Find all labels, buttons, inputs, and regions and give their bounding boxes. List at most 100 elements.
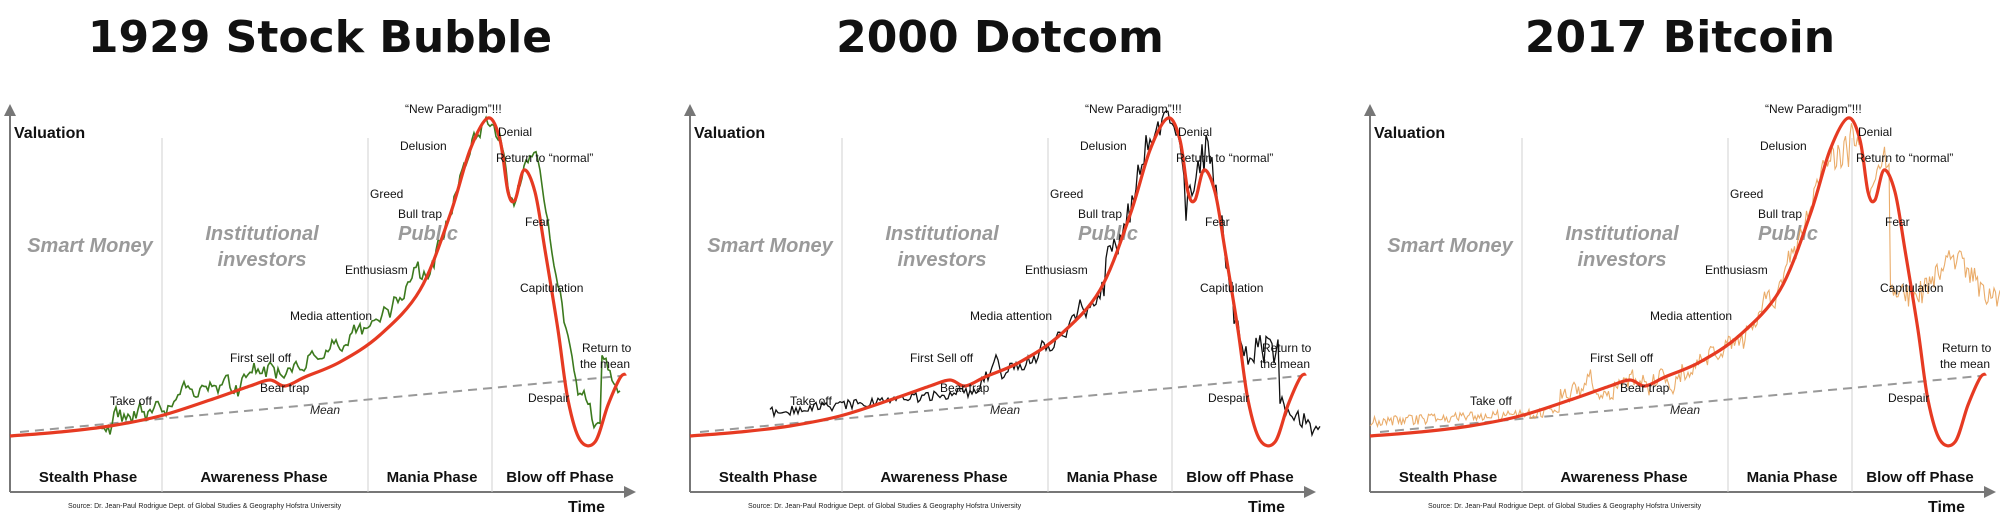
annotation: the mean <box>1260 357 1310 371</box>
annotation: Return to <box>1262 341 1312 355</box>
annotation: Capitulation <box>520 281 583 295</box>
annotation: Bear trap <box>1620 381 1670 395</box>
chart-panel-2000: 2000 Dotcom Valuation Time Smart Money Inst… <box>680 0 1321 530</box>
annotation: Return to <box>582 341 632 355</box>
chart-1929: Valuation Time Smart Money Institutional inv… <box>4 102 636 516</box>
annotation: Greed <box>1730 187 1763 201</box>
zone-label-smart-money: Smart Money <box>27 235 153 257</box>
phase-label: Awareness Phase <box>880 469 1007 486</box>
source-note: Source: Dr. Jean-Paul Rodrigue Dept. of … <box>68 503 342 510</box>
x-axis-arrow <box>1984 486 1996 498</box>
annotation: Delusion <box>1080 139 1127 153</box>
annotation: the mean <box>1940 357 1990 371</box>
annotation: Delusion <box>400 139 447 153</box>
annotation: Return to <box>1942 341 1992 355</box>
annotation: “New Paradigm”!!! <box>405 102 502 116</box>
annotation: Take off <box>110 394 152 408</box>
annotation: Despair <box>528 391 569 405</box>
zone-label-investors: investors <box>898 249 987 271</box>
chart-panel-1929: 1929 Stock Bubble Valuation Time Smart Mon… <box>0 0 640 530</box>
zone-label-institutional: Institutional <box>885 223 999 245</box>
annotation: Return to “normal” <box>1856 151 1953 165</box>
annotation: Mean <box>1670 403 1700 417</box>
zone-label-public: Public <box>1078 223 1138 245</box>
zone-label-institutional: Institutional <box>205 223 319 245</box>
source-note: Source: Dr. Jean-Paul Rodrigue Dept. of … <box>748 503 1022 510</box>
annotation: Bear trap <box>940 381 990 395</box>
x-axis-label: Time <box>568 499 605 516</box>
annotation: Take off <box>790 394 832 408</box>
x-axis-arrow <box>624 486 636 498</box>
annotation: First Sell off <box>910 351 974 365</box>
annotation: Greed <box>370 187 403 201</box>
x-axis-arrow <box>1304 486 1316 498</box>
phase-label: Stealth Phase <box>1399 469 1497 486</box>
phase-label: Mania Phase <box>1747 469 1838 486</box>
phase-label: Mania Phase <box>1067 469 1158 486</box>
annotation: First Sell off <box>1590 351 1654 365</box>
annotation: Media attention <box>970 309 1052 323</box>
chart-panel-2017: 2017 Bitcoin Valuation Time Smart Money Ins… <box>1360 0 2000 530</box>
annotation: Enthusiasm <box>345 263 408 277</box>
bubble-curve <box>9 116 627 448</box>
annotation: Greed <box>1050 187 1083 201</box>
phase-label: Blow off Phase <box>1866 469 1974 486</box>
annotation: Despair <box>1888 391 1929 405</box>
annotation: Return to “normal” <box>496 151 593 165</box>
annotation: Media attention <box>1650 309 1732 323</box>
y-axis-label: Valuation <box>694 125 765 142</box>
annotation: First sell off <box>230 351 292 365</box>
price-overlay-2017 <box>1369 123 2000 429</box>
panel-title: 2017 Bitcoin <box>1524 12 1836 63</box>
zone-label-smart-money: Smart Money <box>707 235 833 257</box>
zone-label-investors: investors <box>218 249 307 271</box>
annotation: Enthusiasm <box>1705 263 1768 277</box>
zone-label-public: Public <box>398 223 458 245</box>
annotation: Enthusiasm <box>1025 263 1088 277</box>
annotation: Despair <box>1208 391 1249 405</box>
x-axis-label: Time <box>1928 499 1965 516</box>
phase-label: Awareness Phase <box>1560 469 1687 486</box>
chart-2000: Valuation Time Smart Money Institutional inv… <box>684 102 1321 516</box>
y-axis-label: Valuation <box>1374 125 1445 142</box>
price-overlay-1929 <box>99 115 621 435</box>
phase-label: Stealth Phase <box>719 469 817 486</box>
phase-label: Mania Phase <box>387 469 478 486</box>
chart-2017: Valuation Time Smart Money Institutional inv… <box>1364 102 2000 516</box>
y-axis-label: Valuation <box>14 125 85 142</box>
annotation: Fear <box>1885 215 1910 229</box>
zone-label-public: Public <box>1758 223 1818 245</box>
panel-title: 1929 Stock Bubble <box>87 12 553 63</box>
annotation: Capitulation <box>1880 281 1943 295</box>
phase-label: Blow off Phase <box>506 469 614 486</box>
annotation: Capitulation <box>1200 281 1263 295</box>
x-axis-label: Time <box>1248 499 1285 516</box>
annotation: Media attention <box>290 309 372 323</box>
zone-label-smart-money: Smart Money <box>1387 235 1513 257</box>
y-axis-arrow <box>684 104 696 116</box>
zone-label-investors: investors <box>1578 249 1667 271</box>
annotation: Bull trap <box>1078 207 1122 221</box>
annotation: “New Paradigm”!!! <box>1765 102 1862 116</box>
y-axis-arrow <box>1364 104 1376 116</box>
source-note: Source: Dr. Jean-Paul Rodrigue Dept. of … <box>1428 503 1702 510</box>
zone-label-institutional: Institutional <box>1565 223 1679 245</box>
mean-line <box>19 375 621 433</box>
annotation: Mean <box>990 403 1020 417</box>
mean-line <box>699 375 1301 433</box>
phase-label: Stealth Phase <box>39 469 137 486</box>
y-axis-arrow <box>4 104 16 116</box>
annotation: Mean <box>310 403 340 417</box>
annotation: Denial <box>498 125 532 139</box>
bubble-curve <box>689 116 1307 448</box>
panel-title: 2000 Dotcom <box>836 12 1164 63</box>
phase-label: Awareness Phase <box>200 469 327 486</box>
annotation: Bull trap <box>1758 207 1802 221</box>
annotation: “New Paradigm”!!! <box>1085 102 1182 116</box>
annotation: Return to “normal” <box>1176 151 1273 165</box>
bubble-curve <box>1369 116 1987 448</box>
annotation: the mean <box>580 357 630 371</box>
annotation: Take off <box>1470 394 1512 408</box>
annotation: Fear <box>525 215 550 229</box>
annotation: Delusion <box>1760 139 1807 153</box>
